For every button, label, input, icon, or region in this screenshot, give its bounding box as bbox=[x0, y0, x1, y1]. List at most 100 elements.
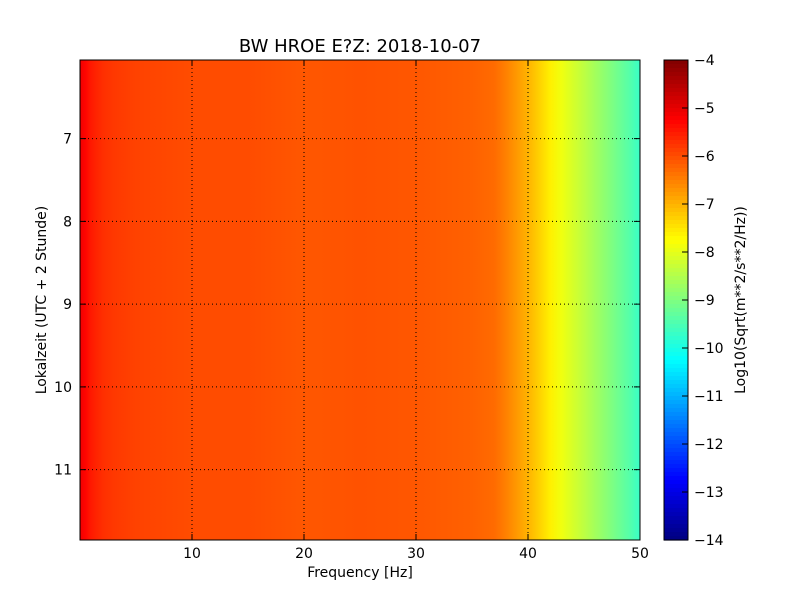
x-tick-label: 20 bbox=[295, 546, 313, 562]
colorbar-segment bbox=[664, 220, 688, 225]
colorbar-segment bbox=[664, 400, 688, 405]
colorbar-segment bbox=[664, 360, 688, 365]
colorbar-segment bbox=[664, 416, 688, 421]
colorbar-segment bbox=[664, 476, 688, 481]
colorbar-segment bbox=[664, 536, 688, 541]
chart-title: BW HROE E?Z: 2018-10-07 bbox=[239, 36, 481, 57]
colorbar-segment bbox=[664, 368, 688, 373]
colorbar-segment bbox=[664, 288, 688, 293]
colorbar-segment bbox=[664, 496, 688, 501]
colorbar-ticks: −4 −5 −6 −7 −8 −9 −10 −11 −12 −13 −14 bbox=[682, 53, 724, 549]
colorbar-segment bbox=[664, 128, 688, 133]
colorbar-segment bbox=[664, 332, 688, 337]
colorbar-segment bbox=[664, 132, 688, 137]
colorbar-segment bbox=[664, 108, 688, 113]
x-tick-label: 40 bbox=[519, 546, 537, 562]
x-axis-ticks: 10 20 30 40 50 bbox=[183, 60, 649, 562]
colorbar-tick-label: −5 bbox=[694, 101, 715, 117]
colorbar-segment bbox=[664, 268, 688, 273]
colorbar-segment bbox=[664, 484, 688, 489]
colorbar-segment bbox=[664, 176, 688, 181]
colorbar-segment bbox=[664, 168, 688, 173]
colorbar-segment bbox=[664, 228, 688, 233]
colorbar-segment bbox=[664, 448, 688, 453]
colorbar-segment bbox=[664, 340, 688, 345]
colorbar-segment bbox=[664, 468, 688, 473]
colorbar-segment bbox=[664, 280, 688, 285]
x-tick-label: 30 bbox=[407, 546, 425, 562]
y-tick-label: 8 bbox=[63, 214, 72, 230]
plot-frame bbox=[79, 59, 641, 541]
colorbar-tick-label: −10 bbox=[694, 341, 724, 357]
colorbar-segment bbox=[664, 256, 688, 261]
colorbar-segment bbox=[664, 216, 688, 221]
colorbar-segment bbox=[664, 172, 688, 177]
colorbar-segment bbox=[664, 352, 688, 357]
colorbar-segment bbox=[664, 120, 688, 125]
colorbar-segment bbox=[664, 424, 688, 429]
colorbar-segment bbox=[664, 488, 688, 493]
colorbar-segment bbox=[664, 452, 688, 457]
colorbar-segment bbox=[664, 92, 688, 97]
colorbar-segment bbox=[664, 304, 688, 309]
colorbar-segment bbox=[664, 440, 688, 445]
colorbar-segment bbox=[664, 64, 688, 69]
colorbar-segment bbox=[664, 432, 688, 437]
colorbar-segment bbox=[664, 272, 688, 277]
colorbar-segment bbox=[664, 224, 688, 229]
colorbar-segment bbox=[664, 516, 688, 521]
colorbar-segment bbox=[664, 344, 688, 349]
colorbar-segment bbox=[664, 184, 688, 189]
colorbar-segment bbox=[664, 88, 688, 93]
colorbar-segment bbox=[664, 156, 688, 161]
colorbar-segment bbox=[664, 324, 688, 329]
colorbar-segment bbox=[664, 72, 688, 77]
colorbar-segment bbox=[664, 328, 688, 333]
colorbar-segment bbox=[664, 392, 688, 397]
colorbar-segment bbox=[664, 348, 688, 353]
colorbar-segment bbox=[664, 208, 688, 213]
y-tick-label: 10 bbox=[54, 380, 72, 396]
colorbar-segment bbox=[664, 524, 688, 529]
colorbar-segment bbox=[664, 444, 688, 449]
colorbar-segment bbox=[664, 460, 688, 465]
colorbar-segment bbox=[664, 376, 688, 381]
x-axis-label: Frequency [Hz] bbox=[307, 565, 413, 581]
colorbar-label: Log10(Sqrt(m**2/s**2/Hz)) bbox=[733, 206, 749, 394]
colorbar-segment bbox=[664, 200, 688, 205]
x-tick-label: 50 bbox=[631, 546, 649, 562]
colorbar-tick-label: −6 bbox=[694, 149, 715, 165]
colorbar-segment bbox=[664, 116, 688, 121]
colorbar-segment bbox=[664, 80, 688, 85]
colorbar-segment bbox=[664, 520, 688, 525]
colorbar-segment bbox=[664, 260, 688, 265]
colorbar-tick-label: −13 bbox=[694, 485, 724, 501]
colorbar-segment bbox=[664, 196, 688, 201]
plot-area bbox=[80, 60, 640, 540]
colorbar-segment bbox=[664, 504, 688, 509]
colorbar-segment bbox=[664, 312, 688, 317]
colorbar-segment bbox=[664, 320, 688, 325]
colorbar-segment bbox=[664, 68, 688, 73]
colorbar-segment bbox=[664, 388, 688, 393]
colorbar-segment bbox=[664, 140, 688, 145]
colorbar-segment bbox=[664, 480, 688, 485]
y-axis-label: Lokalzeit (UTC + 2 Stunde) bbox=[34, 206, 50, 395]
colorbar-segment bbox=[664, 248, 688, 253]
colorbar-segment bbox=[664, 236, 688, 241]
colorbar-segment bbox=[664, 380, 688, 385]
colorbar-segment bbox=[664, 152, 688, 157]
colorbar-tick-label: −7 bbox=[694, 197, 715, 213]
colorbar-segment bbox=[664, 212, 688, 217]
colorbar-segment bbox=[664, 436, 688, 441]
colorbar-segment bbox=[664, 532, 688, 537]
colorbar-tick-label: −8 bbox=[694, 245, 715, 261]
colorbar-segment bbox=[664, 404, 688, 409]
colorbar-tick-label: −4 bbox=[694, 53, 715, 69]
colorbar-segment bbox=[664, 204, 688, 209]
y-axis-ticks: 7 8 9 10 11 bbox=[54, 132, 640, 479]
colorbar-segment bbox=[664, 408, 688, 413]
colorbar-segment bbox=[664, 96, 688, 101]
colorbar-segment bbox=[664, 60, 688, 65]
